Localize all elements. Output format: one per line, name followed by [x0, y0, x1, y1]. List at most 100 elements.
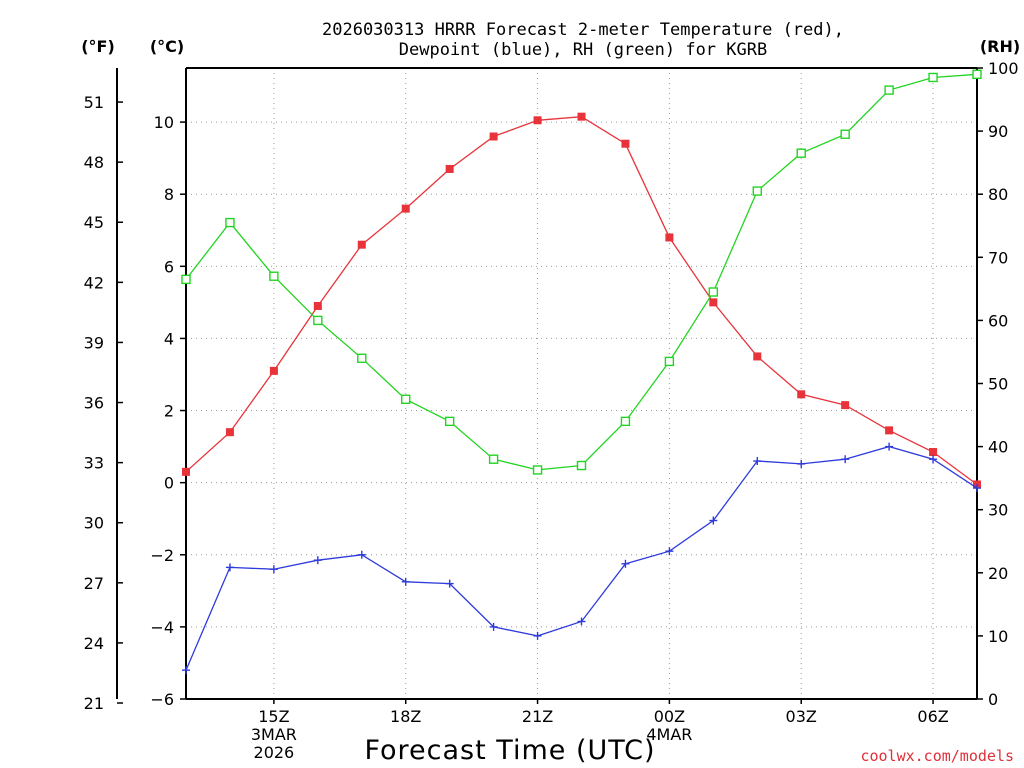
dewpoint-point	[401, 577, 410, 586]
celsius-tick-label: −2	[150, 546, 174, 565]
temperature-point	[313, 301, 322, 310]
temperature-point	[269, 366, 278, 375]
temperature-point	[929, 448, 938, 457]
rh-point	[884, 85, 894, 95]
fahrenheit-unit-label: (°F)	[81, 37, 115, 56]
fahrenheit-tick-label: 39	[84, 333, 104, 352]
grid-lines	[186, 68, 977, 699]
x-tick-label: 00Z	[654, 707, 685, 726]
temperature-point	[621, 139, 630, 148]
chart-title-line-2: Dewpoint (blue), RH (green) for KGRB	[399, 40, 767, 60]
rh-tick-label: 0	[988, 690, 998, 709]
temperature-point	[225, 428, 234, 437]
celsius-tick-label: −4	[150, 618, 174, 637]
fahrenheit-tick-label: 33	[84, 454, 104, 473]
fahrenheit-tick-label: 42	[84, 273, 104, 292]
fahrenheit-tick-label: 45	[84, 213, 104, 232]
celsius-tick-label: 10	[154, 113, 174, 132]
celsius-tick-label: 0	[164, 474, 174, 493]
axes: 2124273033363942454851−6−4−2024681001020…	[84, 59, 1019, 762]
x-tick-label: 4MAR	[646, 725, 692, 744]
data-series	[181, 69, 982, 675]
celsius-tick-label: 6	[164, 257, 174, 276]
fahrenheit-tick-label: 21	[84, 694, 104, 713]
dewpoint-point	[489, 622, 498, 631]
rh-tick-label: 30	[988, 501, 1008, 520]
rh-point	[488, 454, 499, 464]
chart-title-line-1: 2026030313 HRRR Forecast 2-meter Tempera…	[322, 20, 844, 40]
fahrenheit-tick-label: 24	[84, 634, 104, 653]
temperature-point	[709, 298, 718, 307]
rh-tick-label: 10	[988, 627, 1008, 646]
dewpoint-point	[182, 666, 190, 675]
dewpoint-point	[929, 455, 938, 464]
x-tick-label: 03Z	[786, 707, 817, 726]
rh-point	[225, 217, 235, 228]
fahrenheit-tick-label: 51	[84, 93, 104, 112]
celsius-tick-label: 4	[164, 329, 174, 348]
rh-point	[444, 416, 455, 427]
dewpoint-line	[185, 445, 978, 671]
celsius-tick-label: −6	[150, 690, 174, 709]
x-tick-label: 21Z	[522, 707, 553, 726]
rh-tick-label: 40	[988, 438, 1008, 457]
x-tick-label: 18Z	[390, 707, 421, 726]
x-tick-label: 3MAR	[251, 725, 297, 744]
dewpoint-point	[357, 550, 366, 559]
fahrenheit-tick-label: 48	[84, 153, 104, 172]
temperature-point	[753, 352, 762, 361]
rh-tick-label: 100	[988, 59, 1019, 78]
rh-point	[664, 356, 675, 367]
x-tick-label: 2026	[254, 743, 295, 762]
dewpoint-point	[753, 457, 762, 466]
temperature-point	[841, 401, 850, 410]
x-tick-label: 15Z	[258, 707, 289, 726]
x-tick-label: 06Z	[917, 707, 948, 726]
dewpoint-point	[225, 563, 234, 572]
celsius-tick-label: 2	[164, 402, 174, 421]
rh-point	[928, 72, 938, 83]
temperature-point	[445, 164, 454, 173]
temperature-point	[401, 204, 410, 213]
credit-text: coolwx.com/models	[860, 747, 1014, 765]
rh-point	[357, 353, 367, 363]
rh-tick-label: 60	[988, 311, 1008, 330]
rh-tick-label: 50	[988, 375, 1008, 394]
rh-point	[708, 287, 719, 297]
celsius-unit-label: (°C)	[150, 37, 184, 56]
rh-point	[313, 315, 323, 326]
dewpoint-point	[885, 442, 894, 451]
dewpoint-point	[709, 516, 718, 525]
dewpoint-point	[577, 617, 586, 626]
fahrenheit-tick-label: 36	[84, 394, 104, 413]
rh-tick-label: 70	[988, 248, 1008, 267]
fahrenheit-tick-label: 30	[84, 514, 104, 533]
temperature-point	[533, 116, 542, 125]
temperature-line	[185, 116, 978, 486]
temperature-point	[665, 233, 674, 242]
celsius-tick-label: 8	[164, 185, 174, 204]
x-axis-label: Forecast Time (UTC)	[364, 735, 655, 766]
dewpoint-point	[841, 455, 850, 464]
dewpoint-point	[445, 579, 454, 588]
dewpoint-point	[313, 556, 322, 565]
rh-point	[840, 129, 850, 139]
dewpoint-point	[665, 547, 674, 556]
dewpoint-point	[269, 565, 278, 574]
dewpoint-point	[973, 484, 981, 493]
rh-point	[401, 394, 411, 404]
dewpoint-point	[533, 631, 542, 640]
temperature-point	[357, 240, 366, 249]
rh-tick-label: 90	[988, 122, 1008, 141]
temperature-point	[885, 426, 894, 435]
rh-tick-label: 80	[988, 185, 1008, 204]
rh-point	[752, 186, 762, 196]
rh-point	[972, 69, 982, 80]
rh-point	[269, 271, 279, 281]
rh-point	[796, 148, 806, 158]
temperature-point	[797, 390, 806, 399]
temperature-point	[182, 467, 190, 476]
temperature-point	[489, 132, 498, 141]
rh-point	[181, 274, 191, 285]
